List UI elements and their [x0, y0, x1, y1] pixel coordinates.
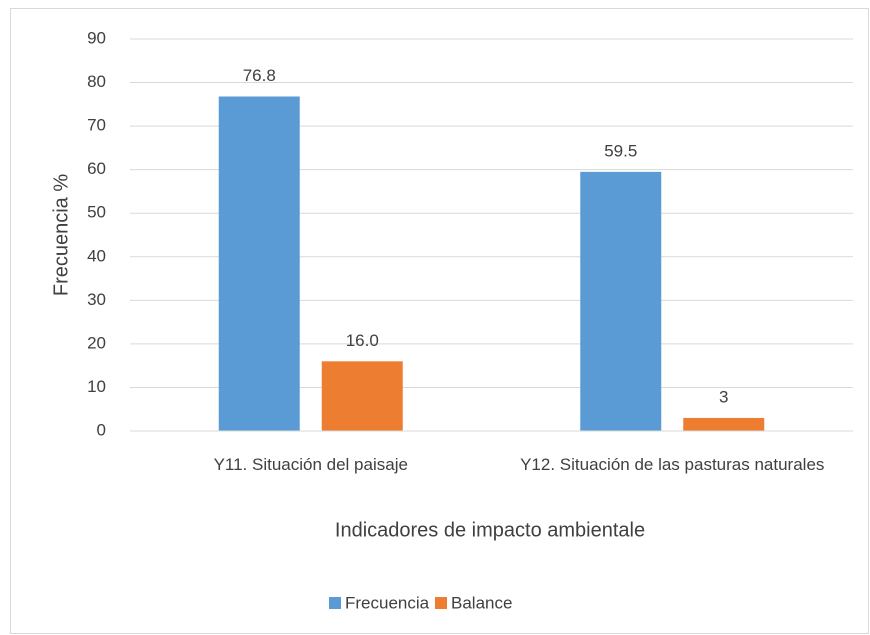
x-tick-label: Y11. Situación del paisaje [213, 455, 408, 474]
y-tick-label: 30 [87, 290, 106, 309]
data-label: 3 [719, 387, 728, 406]
y-axis-title: Frecuencia % [50, 174, 72, 296]
data-label: 59.5 [604, 141, 637, 160]
y-tick-label: 50 [87, 203, 106, 222]
legend-swatch [329, 597, 341, 609]
y-tick-label: 20 [87, 333, 106, 352]
bar [218, 96, 300, 431]
data-label: 76.8 [243, 66, 276, 85]
legend-label: Balance [451, 593, 512, 612]
data-label: 16.0 [346, 331, 379, 350]
bar [580, 171, 662, 431]
y-tick-label: 10 [87, 377, 106, 396]
bar [321, 361, 403, 431]
y-tick-label: 0 [97, 420, 106, 439]
legend-label: Frecuencia [345, 593, 430, 612]
x-tick-label: Y12. Situación de las pasturas naturales [520, 455, 825, 474]
legend-swatch [435, 597, 447, 609]
y-tick-label: 40 [87, 246, 106, 265]
x-axis-title: Indicadores de impacto ambientale [335, 519, 645, 541]
y-tick-label: 70 [87, 116, 106, 135]
y-tick-label: 60 [87, 159, 106, 178]
bar [683, 417, 765, 431]
y-tick-label: 80 [87, 72, 106, 91]
y-tick-label: 90 [87, 28, 106, 47]
chart-border [10, 8, 869, 634]
